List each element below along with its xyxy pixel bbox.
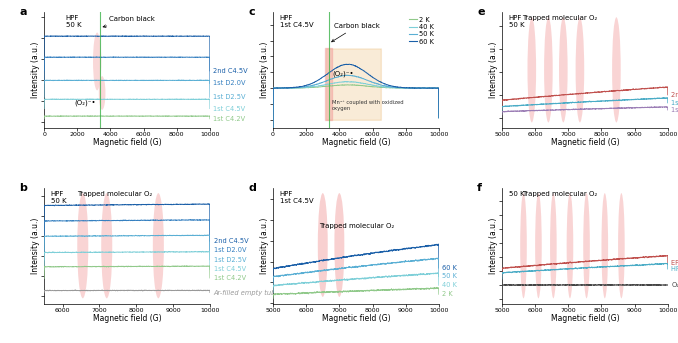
Text: 1st C4.2V: 1st C4.2V bbox=[214, 116, 245, 122]
Text: Trapped molecular O₂: Trapped molecular O₂ bbox=[319, 223, 395, 229]
X-axis label: Magnetic field (G): Magnetic field (G) bbox=[551, 314, 619, 323]
Ellipse shape bbox=[520, 193, 527, 298]
Ellipse shape bbox=[559, 17, 567, 122]
Text: 1st D2.5V: 1st D2.5V bbox=[214, 94, 246, 100]
Text: 2 K: 2 K bbox=[442, 291, 453, 297]
Ellipse shape bbox=[527, 17, 536, 122]
Text: 1st D2.5V: 1st D2.5V bbox=[214, 257, 246, 263]
Text: 2nd C4.5V: 2nd C4.5V bbox=[214, 238, 248, 244]
Text: (O₂)⁻•: (O₂)⁻• bbox=[74, 99, 96, 106]
Ellipse shape bbox=[576, 17, 584, 122]
Ellipse shape bbox=[618, 193, 624, 298]
Ellipse shape bbox=[334, 193, 344, 297]
Text: Ar-filled empty tube: Ar-filled empty tube bbox=[214, 289, 280, 296]
Text: Carbon black: Carbon black bbox=[103, 16, 155, 27]
Ellipse shape bbox=[318, 193, 327, 297]
X-axis label: Magnetic field (G): Magnetic field (G) bbox=[551, 138, 619, 147]
Ellipse shape bbox=[101, 193, 113, 298]
Ellipse shape bbox=[93, 33, 101, 90]
Y-axis label: Intensity (a.u.): Intensity (a.u.) bbox=[260, 217, 269, 274]
Text: HPF
50 K: HPF 50 K bbox=[51, 191, 66, 204]
Text: 50 K: 50 K bbox=[508, 191, 524, 197]
Ellipse shape bbox=[583, 193, 590, 298]
Ellipse shape bbox=[153, 193, 164, 298]
Text: e: e bbox=[477, 8, 485, 17]
Ellipse shape bbox=[535, 193, 542, 298]
Ellipse shape bbox=[77, 193, 88, 298]
Text: Mn⁴⁺ coupled with oxidized
oxygen: Mn⁴⁺ coupled with oxidized oxygen bbox=[332, 100, 403, 111]
Y-axis label: Intensity (a.u.): Intensity (a.u.) bbox=[489, 42, 498, 98]
Text: f: f bbox=[477, 183, 482, 193]
Text: 1st D2.0V: 1st D2.0V bbox=[214, 247, 246, 253]
Ellipse shape bbox=[567, 193, 574, 298]
Text: Trapped molecular O₂: Trapped molecular O₂ bbox=[522, 191, 597, 197]
Text: HPF
1st C4.5V: HPF 1st C4.5V bbox=[279, 15, 313, 28]
Text: EPF-1st C4.5V: EPF-1st C4.5V bbox=[671, 260, 678, 266]
Text: 1st C4.5V: 1st C4.5V bbox=[214, 106, 245, 111]
Y-axis label: Intensity (a.u.): Intensity (a.u.) bbox=[31, 42, 40, 98]
Text: HPF
1st C4.5V: HPF 1st C4.5V bbox=[279, 191, 313, 204]
X-axis label: Magnetic field (G): Magnetic field (G) bbox=[93, 314, 161, 323]
Text: HPF
50 K: HPF 50 K bbox=[508, 15, 524, 28]
Ellipse shape bbox=[550, 193, 557, 298]
Text: (O₂)⁻•: (O₂)⁻• bbox=[332, 70, 353, 77]
Text: c: c bbox=[248, 8, 255, 17]
Text: HPF-1st C4.5V: HPF-1st C4.5V bbox=[671, 266, 678, 272]
Text: 50 K: 50 K bbox=[442, 273, 457, 280]
X-axis label: Magnetic field (G): Magnetic field (G) bbox=[321, 138, 391, 147]
Y-axis label: Intensity (a.u.): Intensity (a.u.) bbox=[260, 42, 269, 98]
X-axis label: Magnetic field (G): Magnetic field (G) bbox=[321, 314, 391, 323]
Text: d: d bbox=[248, 183, 256, 193]
Text: 1st D2.5V: 1st D2.5V bbox=[671, 100, 678, 106]
Text: 40 K: 40 K bbox=[442, 282, 457, 288]
Ellipse shape bbox=[544, 17, 553, 122]
Ellipse shape bbox=[612, 17, 621, 122]
Text: Trapped molecular O₂: Trapped molecular O₂ bbox=[77, 191, 153, 197]
Text: 1st C4.2V: 1st C4.2V bbox=[214, 275, 246, 281]
Text: 1st D2.0V: 1st D2.0V bbox=[214, 80, 246, 86]
Text: O₂: O₂ bbox=[671, 282, 678, 288]
Legend: 2 K, 40 K, 50 K, 60 K: 2 K, 40 K, 50 K, 60 K bbox=[408, 15, 435, 46]
Y-axis label: Intensity (a.u.): Intensity (a.u.) bbox=[31, 217, 40, 274]
Text: 2nd C4.5V: 2nd C4.5V bbox=[214, 68, 248, 74]
Text: a: a bbox=[19, 8, 26, 17]
Text: Trapped molecular O₂: Trapped molecular O₂ bbox=[522, 15, 597, 21]
Text: 60 K: 60 K bbox=[442, 265, 457, 271]
Ellipse shape bbox=[99, 76, 106, 110]
Text: 1st C4.5V: 1st C4.5V bbox=[671, 107, 678, 113]
Text: b: b bbox=[19, 183, 27, 193]
Text: HPF
50 K: HPF 50 K bbox=[66, 15, 81, 28]
X-axis label: Magnetic field (G): Magnetic field (G) bbox=[93, 138, 161, 147]
Ellipse shape bbox=[601, 193, 608, 298]
Text: Carbon black: Carbon black bbox=[332, 23, 380, 42]
Text: 1st C4.5V: 1st C4.5V bbox=[214, 266, 246, 272]
Y-axis label: Intensity (a.u.): Intensity (a.u.) bbox=[489, 217, 498, 274]
Text: 2nd C4.5V: 2nd C4.5V bbox=[671, 92, 678, 98]
